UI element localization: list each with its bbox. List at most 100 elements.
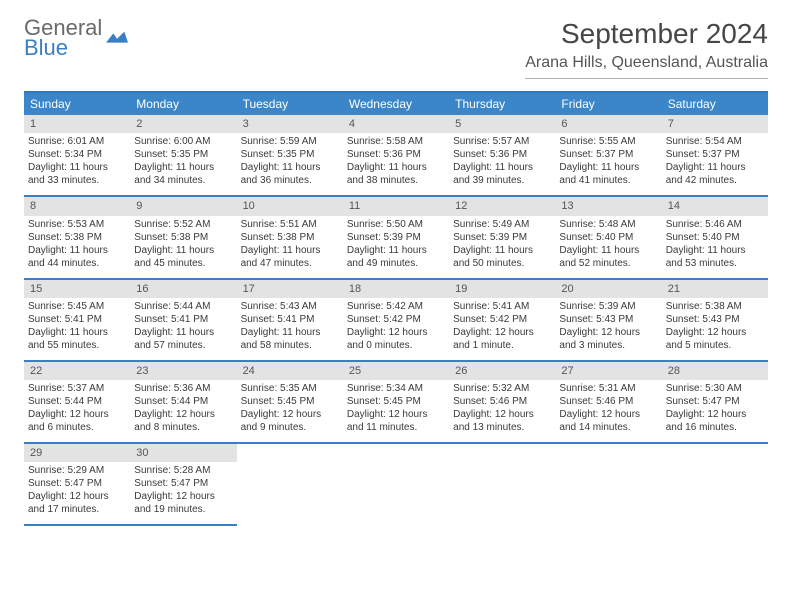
day-number: 16	[130, 280, 236, 298]
day-number: 27	[555, 362, 661, 380]
day-cell: 15Sunrise: 5:45 AMSunset: 5:41 PMDayligh…	[24, 280, 130, 362]
day-number: 12	[449, 197, 555, 215]
dayhead-saturday: Saturday	[662, 93, 768, 115]
daylight-text: Daylight: 11 hours and 36 minutes.	[241, 161, 339, 187]
daylight-text: Daylight: 11 hours and 33 minutes.	[28, 161, 126, 187]
daylight-text: Daylight: 12 hours and 6 minutes.	[28, 408, 126, 434]
daylight-text: Daylight: 12 hours and 17 minutes.	[28, 490, 126, 516]
sunset-text: Sunset: 5:41 PM	[241, 313, 339, 326]
sunset-text: Sunset: 5:44 PM	[134, 395, 232, 408]
sunrise-text: Sunrise: 5:38 AM	[666, 300, 764, 313]
day-number: 22	[24, 362, 130, 380]
daylight-text: Daylight: 12 hours and 9 minutes.	[241, 408, 339, 434]
sunrise-text: Sunrise: 5:29 AM	[28, 464, 126, 477]
daylight-text: Daylight: 12 hours and 3 minutes.	[559, 326, 657, 352]
sunrise-text: Sunrise: 5:36 AM	[134, 382, 232, 395]
day-cell: 1Sunrise: 6:01 AMSunset: 5:34 PMDaylight…	[24, 115, 130, 197]
daylight-text: Daylight: 12 hours and 19 minutes.	[134, 490, 232, 516]
sunset-text: Sunset: 5:38 PM	[134, 231, 232, 244]
sunrise-text: Sunrise: 5:48 AM	[559, 218, 657, 231]
sunset-text: Sunset: 5:47 PM	[134, 477, 232, 490]
day-cell: 21Sunrise: 5:38 AMSunset: 5:43 PMDayligh…	[662, 280, 768, 362]
day-number: 9	[130, 197, 236, 215]
day-cell: 16Sunrise: 5:44 AMSunset: 5:41 PMDayligh…	[130, 280, 236, 362]
sunset-text: Sunset: 5:46 PM	[559, 395, 657, 408]
sunrise-text: Sunrise: 5:44 AM	[134, 300, 232, 313]
daylight-text: Daylight: 12 hours and 1 minute.	[453, 326, 551, 352]
daylight-text: Daylight: 12 hours and 5 minutes.	[666, 326, 764, 352]
daylight-text: Daylight: 12 hours and 16 minutes.	[666, 408, 764, 434]
day-number: 2	[130, 115, 236, 133]
sunset-text: Sunset: 5:35 PM	[134, 148, 232, 161]
sunset-text: Sunset: 5:38 PM	[28, 231, 126, 244]
sunset-text: Sunset: 5:36 PM	[347, 148, 445, 161]
sunset-text: Sunset: 5:47 PM	[28, 477, 126, 490]
day-cell: 10Sunrise: 5:51 AMSunset: 5:38 PMDayligh…	[237, 197, 343, 279]
empty-cell	[237, 444, 343, 526]
day-cell: 25Sunrise: 5:34 AMSunset: 5:45 PMDayligh…	[343, 362, 449, 444]
daylight-text: Daylight: 11 hours and 52 minutes.	[559, 244, 657, 270]
sunset-text: Sunset: 5:38 PM	[241, 231, 339, 244]
daylight-text: Daylight: 12 hours and 11 minutes.	[347, 408, 445, 434]
daylight-text: Daylight: 11 hours and 55 minutes.	[28, 326, 126, 352]
day-number: 26	[449, 362, 555, 380]
day-number: 21	[662, 280, 768, 298]
day-cell: 29Sunrise: 5:29 AMSunset: 5:47 PMDayligh…	[24, 444, 130, 526]
sunrise-text: Sunrise: 5:35 AM	[241, 382, 339, 395]
calendar-grid: SundayMondayTuesdayWednesdayThursdayFrid…	[24, 91, 768, 526]
day-cell: 20Sunrise: 5:39 AMSunset: 5:43 PMDayligh…	[555, 280, 661, 362]
day-number: 6	[555, 115, 661, 133]
dayhead-sunday: Sunday	[24, 93, 130, 115]
day-number: 18	[343, 280, 449, 298]
day-number: 10	[237, 197, 343, 215]
sunrise-text: Sunrise: 5:30 AM	[666, 382, 764, 395]
logo-text: General Blue	[24, 18, 102, 58]
daylight-text: Daylight: 11 hours and 47 minutes.	[241, 244, 339, 270]
daylight-text: Daylight: 11 hours and 41 minutes.	[559, 161, 657, 187]
sunset-text: Sunset: 5:37 PM	[666, 148, 764, 161]
day-number: 25	[343, 362, 449, 380]
day-cell: 18Sunrise: 5:42 AMSunset: 5:42 PMDayligh…	[343, 280, 449, 362]
sunset-text: Sunset: 5:47 PM	[666, 395, 764, 408]
day-cell: 24Sunrise: 5:35 AMSunset: 5:45 PMDayligh…	[237, 362, 343, 444]
day-cell: 5Sunrise: 5:57 AMSunset: 5:36 PMDaylight…	[449, 115, 555, 197]
day-cell: 9Sunrise: 5:52 AMSunset: 5:38 PMDaylight…	[130, 197, 236, 279]
sunset-text: Sunset: 5:42 PM	[453, 313, 551, 326]
dayhead-friday: Friday	[555, 93, 661, 115]
sunrise-text: Sunrise: 6:00 AM	[134, 135, 232, 148]
sunset-text: Sunset: 5:39 PM	[347, 231, 445, 244]
day-number: 15	[24, 280, 130, 298]
sunrise-text: Sunrise: 5:43 AM	[241, 300, 339, 313]
sunset-text: Sunset: 5:44 PM	[28, 395, 126, 408]
sunset-text: Sunset: 5:37 PM	[559, 148, 657, 161]
day-cell: 30Sunrise: 5:28 AMSunset: 5:47 PMDayligh…	[130, 444, 236, 526]
day-number: 14	[662, 197, 768, 215]
daylight-text: Daylight: 11 hours and 44 minutes.	[28, 244, 126, 270]
sunrise-text: Sunrise: 5:34 AM	[347, 382, 445, 395]
day-cell: 14Sunrise: 5:46 AMSunset: 5:40 PMDayligh…	[662, 197, 768, 279]
day-number: 24	[237, 362, 343, 380]
dayhead-tuesday: Tuesday	[237, 93, 343, 115]
sunrise-text: Sunrise: 5:37 AM	[28, 382, 126, 395]
daylight-text: Daylight: 11 hours and 38 minutes.	[347, 161, 445, 187]
sunrise-text: Sunrise: 5:49 AM	[453, 218, 551, 231]
sunrise-text: Sunrise: 5:50 AM	[347, 218, 445, 231]
daylight-text: Daylight: 11 hours and 45 minutes.	[134, 244, 232, 270]
sunrise-text: Sunrise: 6:01 AM	[28, 135, 126, 148]
empty-cell	[449, 444, 555, 526]
day-number: 4	[343, 115, 449, 133]
month-title: September 2024	[525, 18, 768, 50]
sunrise-text: Sunrise: 5:39 AM	[559, 300, 657, 313]
dayhead-monday: Monday	[130, 93, 236, 115]
daylight-text: Daylight: 11 hours and 58 minutes.	[241, 326, 339, 352]
header: General Blue September 2024 Arana Hills,…	[24, 18, 768, 87]
title-block: September 2024 Arana Hills, Queensland, …	[525, 18, 768, 87]
sunset-text: Sunset: 5:43 PM	[559, 313, 657, 326]
sunrise-text: Sunrise: 5:55 AM	[559, 135, 657, 148]
sunrise-text: Sunrise: 5:32 AM	[453, 382, 551, 395]
sunrise-text: Sunrise: 5:42 AM	[347, 300, 445, 313]
sunrise-text: Sunrise: 5:59 AM	[241, 135, 339, 148]
day-cell: 23Sunrise: 5:36 AMSunset: 5:44 PMDayligh…	[130, 362, 236, 444]
day-number: 19	[449, 280, 555, 298]
day-cell: 19Sunrise: 5:41 AMSunset: 5:42 PMDayligh…	[449, 280, 555, 362]
